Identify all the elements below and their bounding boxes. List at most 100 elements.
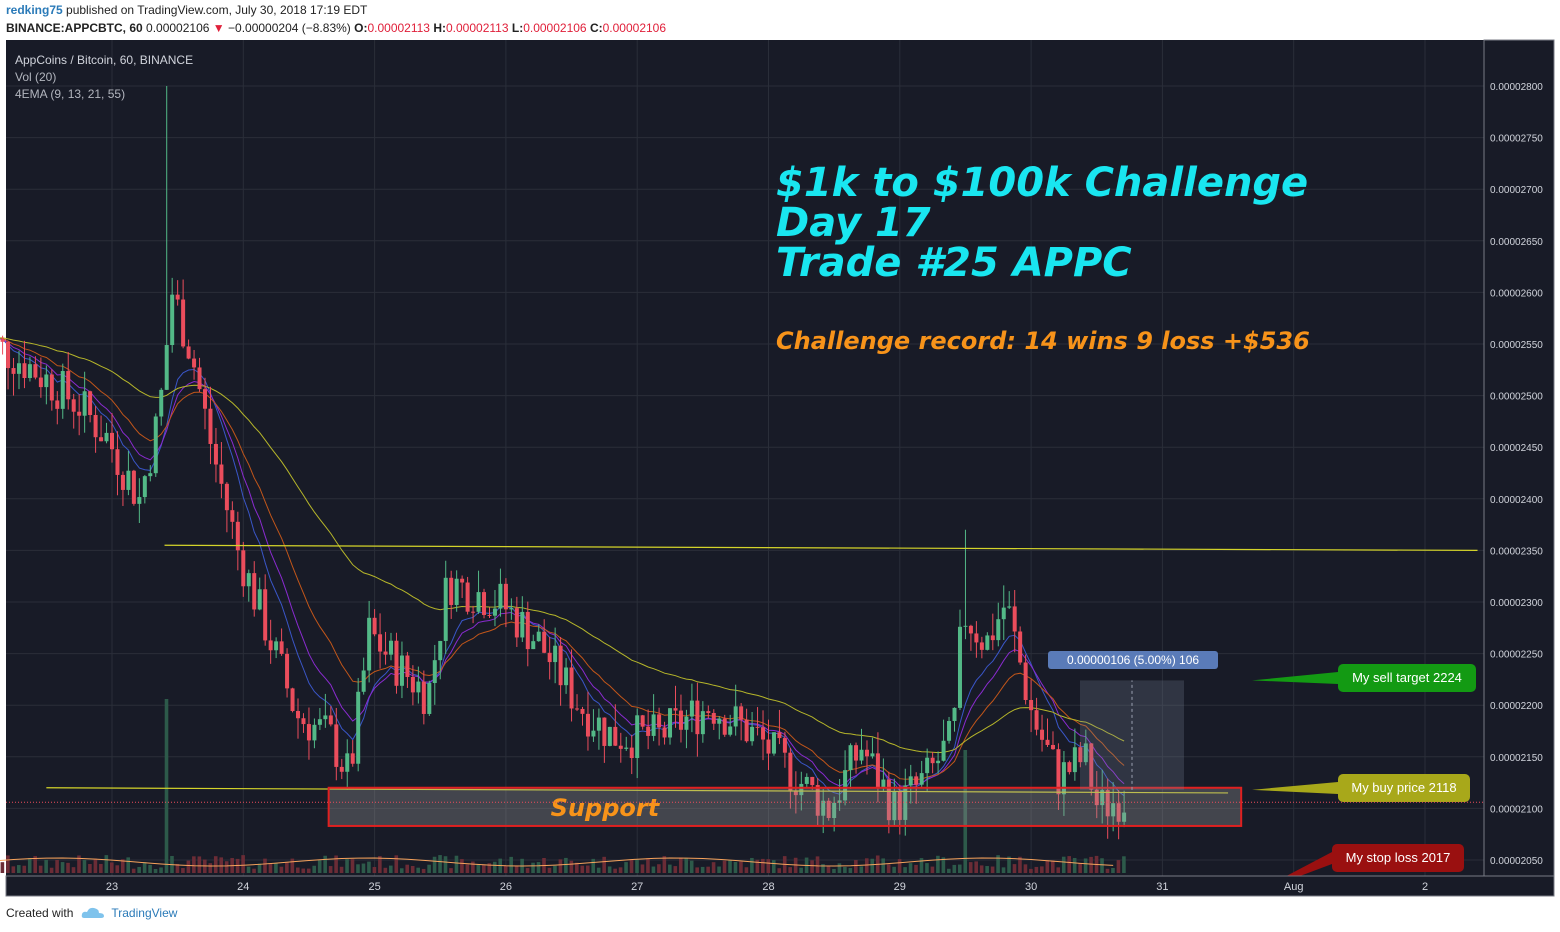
author-name[interactable]: redking75 — [6, 3, 63, 17]
volume-bar — [27, 858, 32, 873]
candle-body — [1072, 747, 1077, 773]
volume-bar — [0, 862, 5, 873]
volume-bar — [246, 866, 251, 873]
candle-body — [531, 641, 536, 650]
candle-body — [378, 634, 383, 652]
close-value: 0.00002106 — [602, 21, 667, 35]
volume-bar — [137, 866, 141, 873]
candle-body — [766, 739, 771, 754]
volume-bar — [569, 860, 574, 873]
axes: 0.00002800 0.00002750 0.00002700 0.00002650… — [5, 39, 1555, 897]
candle-body — [788, 752, 793, 791]
volume-bar — [832, 868, 836, 873]
symbol-label: BINANCE:APPCBTC, 60 — [6, 21, 143, 35]
volume-bar — [93, 858, 98, 873]
volume-bar — [471, 861, 475, 873]
candle-body — [153, 416, 158, 474]
volume-bar — [821, 864, 825, 873]
legend-title: AppCoins / Bitcoin, 60, BINANCE — [15, 53, 193, 67]
volume-bar — [662, 856, 667, 873]
candle-body — [110, 432, 114, 450]
volume-bar — [689, 860, 694, 873]
candle-body — [301, 718, 306, 725]
candle-body — [1116, 803, 1121, 822]
volume-bar — [903, 867, 907, 873]
candle-body — [257, 589, 262, 610]
candle-body — [968, 625, 973, 634]
candle-body — [569, 667, 574, 709]
candle-body — [1105, 790, 1110, 817]
candle-body — [826, 800, 831, 819]
volume-bar — [1045, 860, 1050, 873]
volume-bar — [6, 855, 10, 873]
volume-bar — [241, 855, 245, 873]
volume-bar — [60, 862, 65, 873]
volume-bar — [1029, 868, 1033, 873]
candle-body — [290, 688, 295, 712]
volume-bar — [695, 867, 699, 873]
stop-loss-pointer — [1252, 852, 1332, 895]
candle-body — [367, 617, 372, 671]
volume-bar — [957, 864, 962, 873]
candle-body — [585, 713, 590, 737]
x-tick-label: 24 — [237, 881, 249, 893]
candle-body — [465, 582, 470, 612]
candle-body — [197, 367, 202, 390]
volume-bar — [323, 855, 327, 873]
y-tick-label: 0.00002700 — [1490, 185, 1543, 196]
x-tick-label: Aug — [1284, 881, 1304, 893]
candles — [0, 86, 1127, 840]
candle-body — [443, 577, 448, 641]
ema-line-13 — [0, 338, 1125, 787]
volume-bar — [629, 859, 634, 873]
candle-body — [99, 437, 104, 442]
x-tick-label: 23 — [106, 881, 118, 893]
volume-bar — [864, 858, 869, 873]
candle-body — [213, 443, 218, 465]
trade-title: Trade #25 APPC — [776, 240, 1132, 286]
volume-bar — [1007, 856, 1011, 873]
candle-body — [936, 760, 941, 764]
candle-body — [564, 667, 569, 686]
volume-bar — [11, 866, 16, 873]
candle-body — [1007, 606, 1012, 608]
candle-body — [897, 791, 902, 820]
candle-body — [312, 724, 317, 741]
volume-bar — [213, 856, 218, 873]
candle-body — [49, 374, 54, 401]
volume-bar — [263, 858, 267, 873]
volume-bar — [613, 868, 617, 873]
volume-bar — [897, 859, 902, 873]
candle-body — [274, 641, 279, 651]
volume-bar — [739, 861, 743, 873]
candle-body — [405, 655, 410, 678]
volume-bar — [684, 858, 689, 873]
volume-bar — [454, 855, 459, 873]
volume-bar — [290, 858, 295, 873]
candle-body — [246, 573, 251, 587]
tradingview-link[interactable]: TradingView — [81, 906, 177, 920]
volume-bar — [925, 863, 929, 873]
candle-body — [957, 626, 962, 708]
volume-bar — [487, 863, 492, 873]
challenge-record: Challenge record: 14 wins 9 loss +$536 — [776, 327, 1310, 355]
volume-bar — [635, 859, 639, 873]
volume-bar — [88, 863, 92, 873]
volume-bar — [914, 864, 918, 873]
volume-bar — [854, 860, 858, 873]
volume-bar — [810, 860, 814, 873]
candle-body — [821, 800, 826, 816]
candle-body — [454, 578, 459, 605]
y-tick-label: 0.00002050 — [1490, 856, 1543, 867]
candle-body — [219, 464, 224, 484]
candle-body — [547, 652, 552, 663]
volume-bar — [728, 860, 732, 873]
candle-body — [1061, 762, 1066, 795]
candle-body — [755, 726, 760, 728]
volume-bar — [449, 868, 453, 873]
footer: Created with TradingView — [6, 906, 177, 920]
candle-body — [553, 645, 558, 663]
volume-bar — [416, 867, 420, 873]
volume-bar — [38, 865, 43, 873]
